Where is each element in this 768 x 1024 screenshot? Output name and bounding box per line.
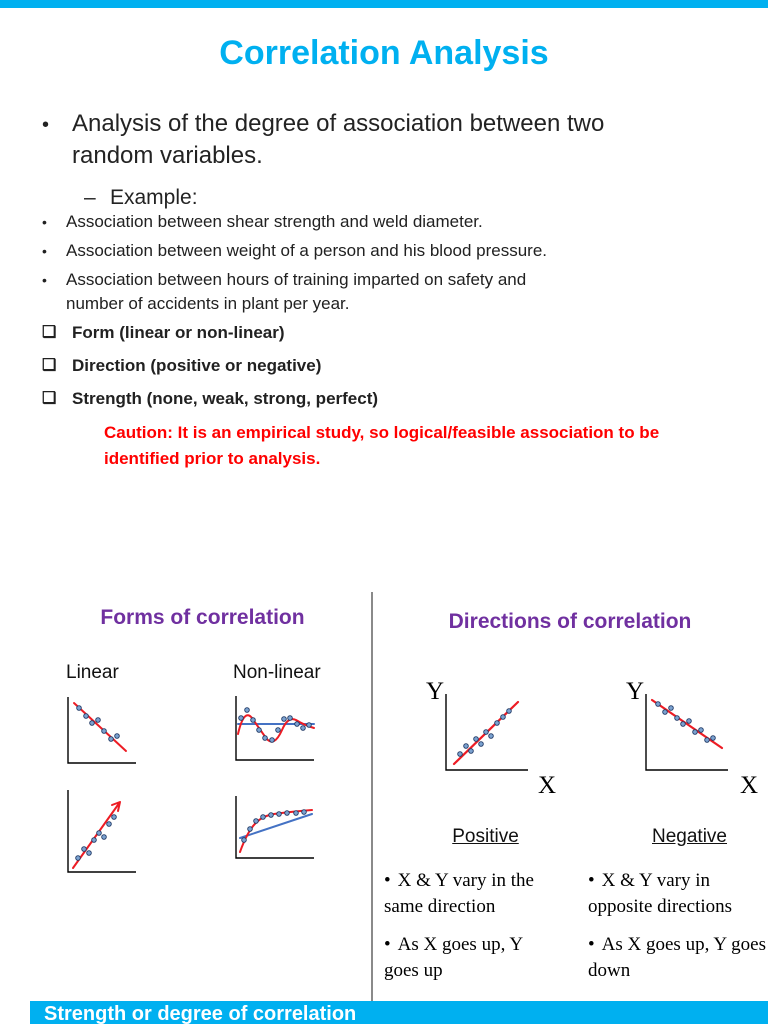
slide-title: Correlation Analysis — [219, 34, 549, 72]
bullet-icon: • — [42, 214, 47, 230]
scatter-forms-linear-negative — [67, 697, 136, 764]
direction-point-text: X & Y vary in opposite directions — [588, 870, 733, 917]
list-item: • Association between weight of a person… — [42, 239, 572, 263]
next-section-title: Strength or degree of correlation — [44, 1003, 357, 1024]
direction-point: • X & Y vary in opposite directions — [588, 868, 768, 920]
negative-points: • X & Y vary in opposite directions • As X… — [588, 868, 768, 996]
main-bullet: • Analysis of the degree of association … — [42, 108, 742, 172]
checkbox-icon: ❑ — [42, 390, 57, 407]
scatter-forms-nonlinear-wave — [235, 696, 315, 761]
bullet-icon: • — [588, 934, 595, 955]
direction-point: • X & Y vary in the same direction — [384, 868, 552, 920]
bullet-icon: • — [42, 243, 47, 259]
x-axis-label: X — [538, 772, 557, 799]
y-axis-label: Y — [626, 678, 645, 705]
example-list: • Association between shear strength and… — [42, 210, 742, 316]
intro-section: • Analysis of the degree of association … — [42, 108, 742, 472]
nonlinear-column-label: Non-linear — [233, 662, 321, 683]
direction-point-text: As X goes up, Y goes up — [384, 934, 523, 981]
direction-point: • As X goes up, Y goes down — [588, 932, 768, 984]
scatter-forms-nonlinear-curve — [235, 796, 314, 859]
example-label-text: Example: — [110, 186, 198, 209]
direction-point-text: As X goes up, Y goes down — [588, 934, 766, 981]
checkbox-icon: ❑ — [42, 324, 57, 341]
positive-label: Positive — [452, 826, 519, 847]
list-item: ❑ Form (linear or non-linear) — [42, 321, 742, 345]
bullet-icon: • — [384, 934, 391, 955]
panel-divider — [371, 592, 373, 1005]
positive-points: • X & Y vary in the same direction • As X … — [384, 868, 552, 996]
y-axis-label: Y — [426, 678, 445, 705]
scatter-forms-linear-positive — [67, 790, 136, 873]
bullet-icon: • — [588, 870, 595, 891]
checklist-item-text: Direction (positive or negative) — [72, 356, 322, 375]
list-item: • Association between shear strength and… — [42, 210, 572, 234]
checkbox-icon: ❑ — [42, 357, 57, 374]
attributes-checklist: ❑ Form (linear or non-linear) ❑ Directio… — [42, 321, 742, 411]
bullet-icon: • — [42, 114, 50, 136]
list-item: ❑ Direction (positive or negative) — [42, 354, 742, 378]
dash-icon: – — [84, 186, 96, 209]
top-accent-bar — [0, 0, 768, 8]
example-item-text: Association between weight of a person a… — [66, 241, 548, 260]
checklist-item-text: Strength (none, weak, strong, perfect) — [72, 389, 379, 408]
list-item: ❑ Strength (none, weak, strong, perfect) — [42, 387, 742, 411]
x-axis-label: X — [740, 772, 759, 799]
checklist-item-text: Form (linear or non-linear) — [72, 323, 285, 342]
main-bullet-text: Analysis of the degree of association be… — [72, 110, 605, 169]
next-section-bar: Strength or degree of correlation — [30, 1001, 768, 1024]
list-item: • Association between hours of training … — [42, 268, 572, 316]
example-item-text: Association between shear strength and w… — [66, 212, 483, 231]
directions-panel-title: Directions of correlation — [448, 610, 692, 633]
scatter-directions-positive — [445, 694, 528, 771]
direction-point: • As X goes up, Y goes up — [384, 932, 552, 984]
negative-label: Negative — [652, 826, 727, 847]
example-label: – Example: — [84, 186, 742, 210]
direction-point-text: X & Y vary in the same direction — [384, 870, 534, 917]
bullet-icon: • — [42, 272, 47, 288]
linear-column-label: Linear — [66, 662, 119, 683]
example-item-text: Association between hours of training im… — [66, 270, 527, 313]
scatter-directions-negative — [645, 694, 728, 771]
bullet-icon: • — [384, 870, 391, 891]
caution-text: Caution: It is an empirical study, so lo… — [104, 423, 660, 468]
forms-panel-title: Forms of correlation — [100, 606, 305, 629]
